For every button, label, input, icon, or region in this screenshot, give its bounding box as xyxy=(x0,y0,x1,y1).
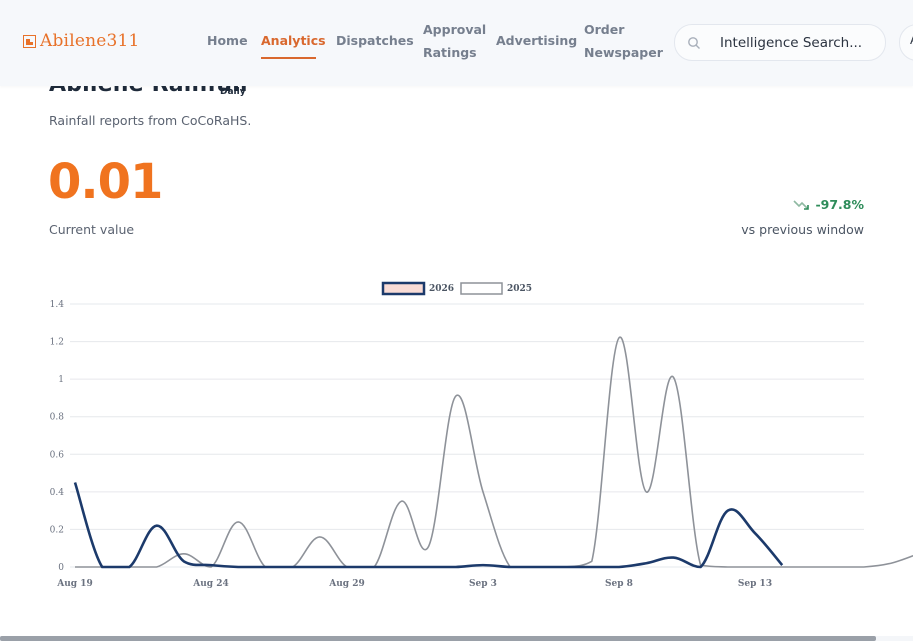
search-input[interactable]: Intelligence Search... xyxy=(720,34,863,51)
x-tick-label: Aug 19 xyxy=(56,579,92,589)
nav-approval-line1: Approval xyxy=(423,22,487,37)
y-tick-label: 0 xyxy=(58,563,64,573)
y-tick-label: 1.4 xyxy=(50,300,65,310)
logo-text: Abilene311 xyxy=(40,31,140,51)
nav-advertising[interactable]: Advertising xyxy=(496,33,578,48)
legend-swatch-2026 xyxy=(381,281,426,296)
y-tick-label: 0.2 xyxy=(50,525,64,535)
y-tick-label: 0.8 xyxy=(50,413,65,423)
chart-svg: 0 0.2 0.4 0.6 0.8 1 1.2 1.4 Aug 19 Aug 24 Aug 29 Se… xyxy=(50,281,913,589)
current-value: 0.01 xyxy=(48,154,163,210)
legend-label-2025: 2025 xyxy=(507,284,532,294)
nav-approval-line2: Ratings xyxy=(423,45,477,60)
search-icon xyxy=(688,36,700,49)
series-line-2025 xyxy=(75,336,913,568)
y-tick-label: 1.2 xyxy=(50,338,64,348)
search-box[interactable]: Intelligence Search... xyxy=(674,24,886,61)
y-tick-label: 0.6 xyxy=(50,450,65,460)
y-tick-label: 1 xyxy=(58,375,64,385)
frequency-badge: Daily xyxy=(220,87,246,97)
nav-dispatches[interactable]: Dispatches xyxy=(336,33,414,48)
top-navigation: Abilene311 Home Analytics Dispatches App… xyxy=(0,0,913,86)
card-subtitle: Rainfall reports from CoCoRaHS. xyxy=(49,113,252,128)
avatar[interactable]: A xyxy=(899,24,913,61)
avatar-initial: A xyxy=(910,33,913,47)
nav-order-newspaper[interactable]: Order Newspaper xyxy=(584,18,663,64)
rainfall-chart: 0 0.2 0.4 0.6 0.8 1 1.2 1.4 Aug 19 Aug 24 Aug 29 Se… xyxy=(0,270,913,600)
legend-label-2026: 2026 xyxy=(429,284,454,294)
nav-order-line2: Newspaper xyxy=(584,45,663,60)
x-tick-label: Aug 24 xyxy=(192,579,228,589)
series-line-2026 xyxy=(73,482,784,569)
x-tick-label: Sep 13 xyxy=(738,579,772,589)
x-tick-label: Sep 8 xyxy=(605,579,633,589)
nav-analytics[interactable]: Analytics xyxy=(261,33,326,48)
y-tick-label: 0.4 xyxy=(50,488,65,498)
x-tick-label: Sep 3 xyxy=(469,579,497,589)
current-value-caption: Current value xyxy=(49,222,135,237)
delta-indicator: -97.8% xyxy=(793,197,864,212)
trend-down-icon xyxy=(793,199,810,210)
nav-order-line1: Order xyxy=(584,22,625,37)
legend-swatch-2025 xyxy=(460,282,503,295)
nav-home[interactable]: Home xyxy=(207,33,248,48)
nav-approval-ratings[interactable]: Approval Ratings xyxy=(423,18,486,64)
logo[interactable]: Abilene311 xyxy=(23,31,140,51)
x-tick-label: Aug 29 xyxy=(328,579,364,589)
delta-caption: vs previous window xyxy=(741,222,864,237)
horizontal-scrollbar[interactable] xyxy=(0,636,876,641)
active-tab-indicator xyxy=(261,57,316,59)
delta-value: -97.8% xyxy=(815,197,864,212)
logo-icon xyxy=(23,34,36,48)
